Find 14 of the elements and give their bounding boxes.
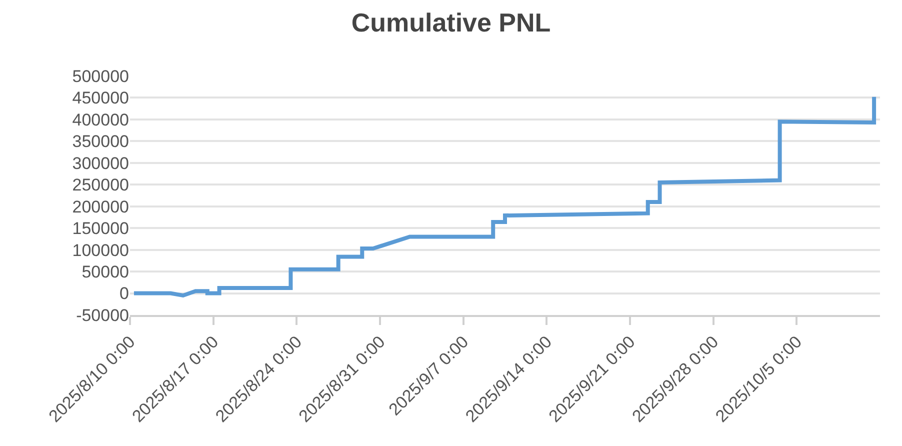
y-tick-label: 500000 [72, 66, 129, 86]
y-tick-label: 50000 [82, 262, 129, 282]
y-tick-label: 200000 [72, 197, 129, 216]
y-tick-label: 400000 [72, 110, 129, 130]
y-tick-label: 250000 [72, 176, 129, 195]
y-tick-label: 0 [120, 284, 129, 304]
line-series [132, 94, 876, 298]
y-tick-label: 450000 [72, 88, 129, 108]
y-tick-label: -50000 [76, 306, 129, 325]
y-tick-label: 300000 [72, 154, 129, 173]
y-tick-label: 150000 [72, 219, 129, 238]
y-tick-label: 350000 [72, 132, 129, 152]
chart-title: Cumulative PNL [351, 7, 551, 38]
y-tick-label: 100000 [72, 240, 129, 260]
